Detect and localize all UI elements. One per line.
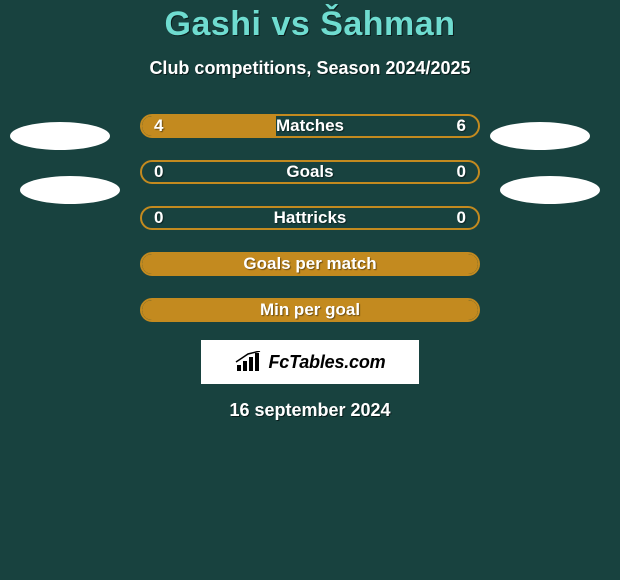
stat-row: Min per goal [140,298,480,322]
stat-label: Goals per match [243,254,376,274]
stat-value-left: 0 [154,208,163,228]
stat-row: 0 0 Hattricks [140,206,480,230]
stat-value-left: 4 [154,116,163,136]
stat-label: Min per goal [260,300,360,320]
stat-label: Goals [286,162,333,182]
date-text: 16 september 2024 [0,400,620,421]
brand-chart-icon [235,351,265,373]
brand-badge: FcTables.com [201,340,419,384]
stat-value-right: 0 [457,162,466,182]
stat-label: Hattricks [274,208,347,228]
stat-row: 4 6 Matches [140,114,480,138]
stat-value-left: 0 [154,162,163,182]
stat-value-right: 6 [457,116,466,136]
player-avatar [490,122,590,150]
player-avatar [500,176,600,204]
stat-row: 0 0 Goals [140,160,480,184]
player-avatar [20,176,120,204]
stat-label: Matches [276,116,344,136]
player-avatar [10,122,110,150]
subtitle: Club competitions, Season 2024/2025 [0,58,620,79]
stat-value-right: 0 [457,208,466,228]
stat-rows: 4 6 Matches 0 0 Goals 0 0 Hattricks Goals per mat… [140,114,480,322]
page-title: Gashi vs Šahman [0,5,620,44]
stat-row: Goals per match [140,252,480,276]
brand-text: FcTables.com [269,352,386,373]
